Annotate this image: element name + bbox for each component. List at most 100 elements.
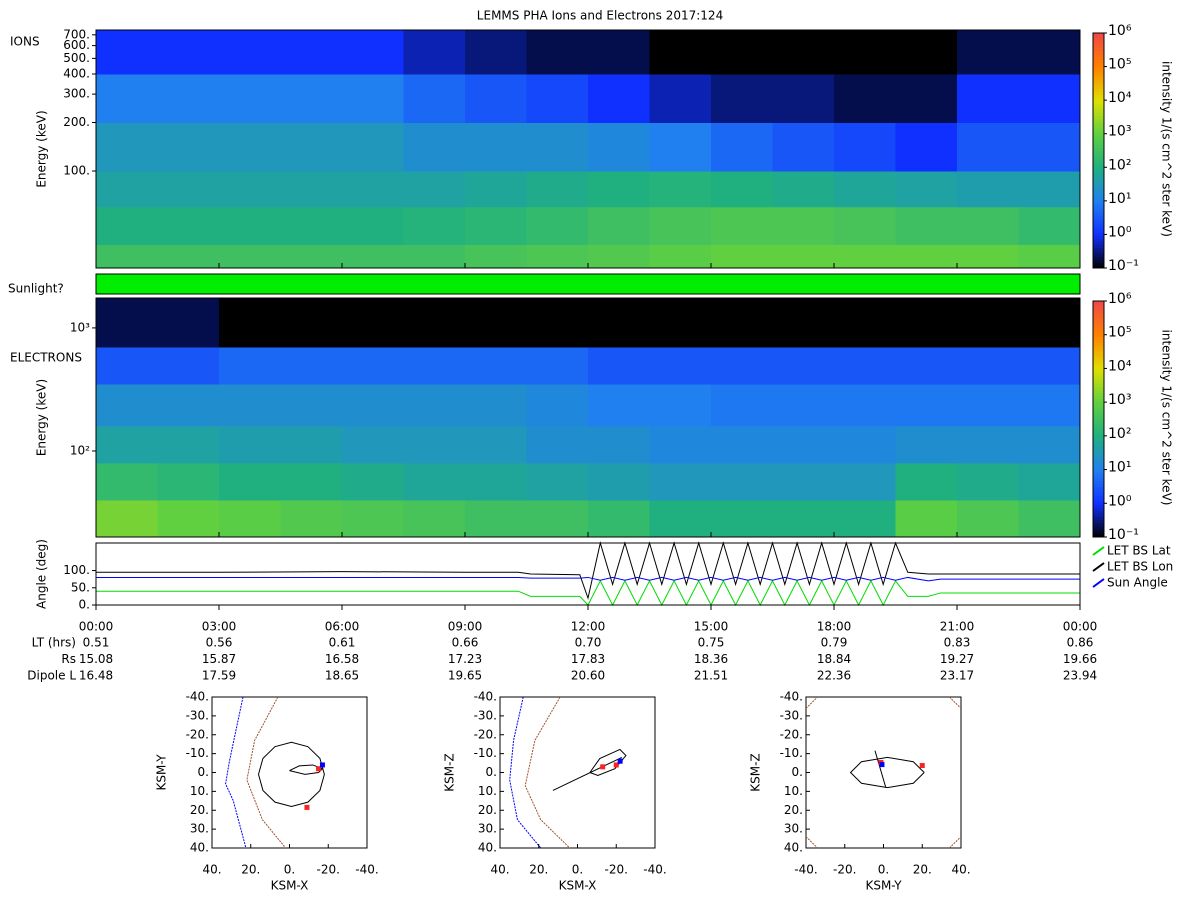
heatmap-cell bbox=[157, 462, 220, 501]
colorbar-step bbox=[1093, 129, 1104, 134]
colorbar-step bbox=[1093, 229, 1104, 234]
orbit-point bbox=[919, 763, 925, 769]
y-tick-label: -10. bbox=[474, 746, 497, 760]
ephemeris-value: 18.65 bbox=[325, 669, 359, 683]
y-axis-label: KSM-Z bbox=[749, 753, 763, 791]
heatmap-cell bbox=[342, 462, 404, 501]
colorbar-step bbox=[1093, 401, 1104, 405]
colorbar-step bbox=[1093, 35, 1104, 40]
colorbar-step bbox=[1093, 365, 1104, 370]
colorbar-step bbox=[1093, 413, 1104, 417]
colorbar-step bbox=[1093, 463, 1104, 467]
ephemeris-label: LT (hrs) bbox=[32, 636, 76, 650]
y-tick-label: 0. bbox=[79, 598, 90, 612]
heatmap-cell bbox=[526, 384, 589, 427]
heatmap-cell bbox=[219, 244, 281, 269]
colorbar-tick-label: 10² bbox=[1108, 157, 1131, 173]
colorbar-step bbox=[1093, 495, 1104, 500]
heatmap-cell bbox=[96, 425, 158, 464]
colorbar-step bbox=[1093, 118, 1104, 122]
heatmap-cell bbox=[588, 462, 650, 501]
colorbar-step bbox=[1093, 232, 1104, 237]
x-tick-label: 12:00 bbox=[571, 620, 606, 634]
colorbar-frame bbox=[1092, 300, 1105, 538]
legend-swatch bbox=[1092, 546, 1105, 556]
heatmap-cell bbox=[711, 170, 773, 208]
colorbar-step bbox=[1093, 398, 1104, 402]
heatmap-cell bbox=[772, 425, 835, 464]
ephemeris-value: 0.79 bbox=[821, 636, 848, 650]
colorbar-step bbox=[1093, 103, 1104, 107]
heatmap-cell bbox=[465, 30, 527, 75]
colorbar-step bbox=[1093, 342, 1104, 346]
heatmap-cell bbox=[342, 122, 404, 172]
colorbar-step bbox=[1093, 457, 1104, 461]
data-line bbox=[96, 579, 1080, 607]
x-axis-label: KSM-X bbox=[271, 879, 309, 893]
colorbar-step bbox=[1093, 235, 1104, 240]
heatmap-cell bbox=[649, 298, 712, 348]
heatmap-cell bbox=[465, 462, 527, 501]
heatmap-cell bbox=[957, 425, 1019, 464]
heatmap-cell bbox=[772, 346, 835, 385]
y-tick-label: 30. bbox=[190, 822, 209, 836]
heatmap-cell bbox=[96, 30, 158, 75]
colorbar-step bbox=[1093, 74, 1104, 78]
heatmap-cell bbox=[895, 298, 958, 348]
x-tick-label: 00:00 bbox=[1063, 620, 1098, 634]
heatmap-cell bbox=[834, 170, 896, 208]
colorbar-step bbox=[1093, 197, 1104, 201]
colorbar-step bbox=[1093, 436, 1104, 441]
data-line bbox=[96, 576, 1080, 582]
heatmap-cell bbox=[772, 170, 835, 208]
heatmap-cell bbox=[403, 73, 466, 123]
heatmap-cell bbox=[342, 346, 404, 385]
heatmap-cell bbox=[280, 499, 343, 538]
heatmap-cell bbox=[1018, 30, 1081, 75]
heatmap-cell bbox=[280, 346, 343, 385]
heatmap-cell bbox=[588, 170, 650, 208]
ephemeris-value: 17.23 bbox=[448, 652, 482, 666]
colorbar-step bbox=[1093, 124, 1104, 128]
colorbar-step bbox=[1093, 516, 1104, 520]
colorbar-step bbox=[1093, 466, 1104, 470]
heatmap-cell bbox=[895, 73, 958, 123]
x-tick-label: -20. bbox=[833, 863, 856, 877]
colorbar-step bbox=[1093, 404, 1104, 408]
heatmap-cell bbox=[403, 170, 466, 208]
colorbar-step bbox=[1093, 206, 1104, 210]
y-tick-label: 10. bbox=[478, 784, 497, 798]
y-tick-label: 40. bbox=[190, 841, 209, 855]
x-tick-label: 40. bbox=[490, 863, 509, 877]
ephemeris-value: 18.36 bbox=[694, 652, 728, 666]
colorbar-tick-label: 10³ bbox=[1108, 392, 1131, 408]
ephemeris-value: 0.51 bbox=[83, 636, 110, 650]
ephemeris-value: 19.65 bbox=[448, 669, 482, 683]
colorbar-step bbox=[1093, 256, 1104, 260]
heatmap-cell bbox=[834, 384, 896, 427]
heatmap-cell bbox=[711, 346, 773, 385]
colorbar-step bbox=[1093, 244, 1104, 248]
heatmap-cell bbox=[465, 170, 527, 208]
y-tick-label: 300. bbox=[63, 87, 90, 101]
colorbar-step bbox=[1093, 315, 1104, 320]
colorbar-step bbox=[1093, 50, 1104, 55]
colorbar-step bbox=[1093, 442, 1104, 447]
colorbar-step bbox=[1093, 392, 1104, 396]
y-tick-label: 30. bbox=[784, 822, 803, 836]
heatmap-cell bbox=[342, 384, 404, 427]
orbit-line bbox=[225, 696, 247, 849]
colorbar-tick-label: 10³ bbox=[1108, 124, 1131, 140]
ephemeris-value: 19.66 bbox=[1063, 652, 1097, 666]
colorbar-step bbox=[1093, 82, 1104, 87]
legend-swatch bbox=[1092, 562, 1105, 572]
ephemeris-label: Dipole L bbox=[27, 669, 76, 683]
heatmap-cell bbox=[526, 73, 589, 123]
chart-title: LEMMS PHA Ions and Electrons 2017:124 bbox=[477, 9, 723, 23]
heatmap-cell bbox=[772, 73, 835, 123]
heatmap-cell bbox=[649, 425, 712, 464]
colorbar-step bbox=[1093, 534, 1104, 538]
heatmap-cell bbox=[772, 384, 835, 427]
y-tick-label: -10. bbox=[780, 746, 803, 760]
